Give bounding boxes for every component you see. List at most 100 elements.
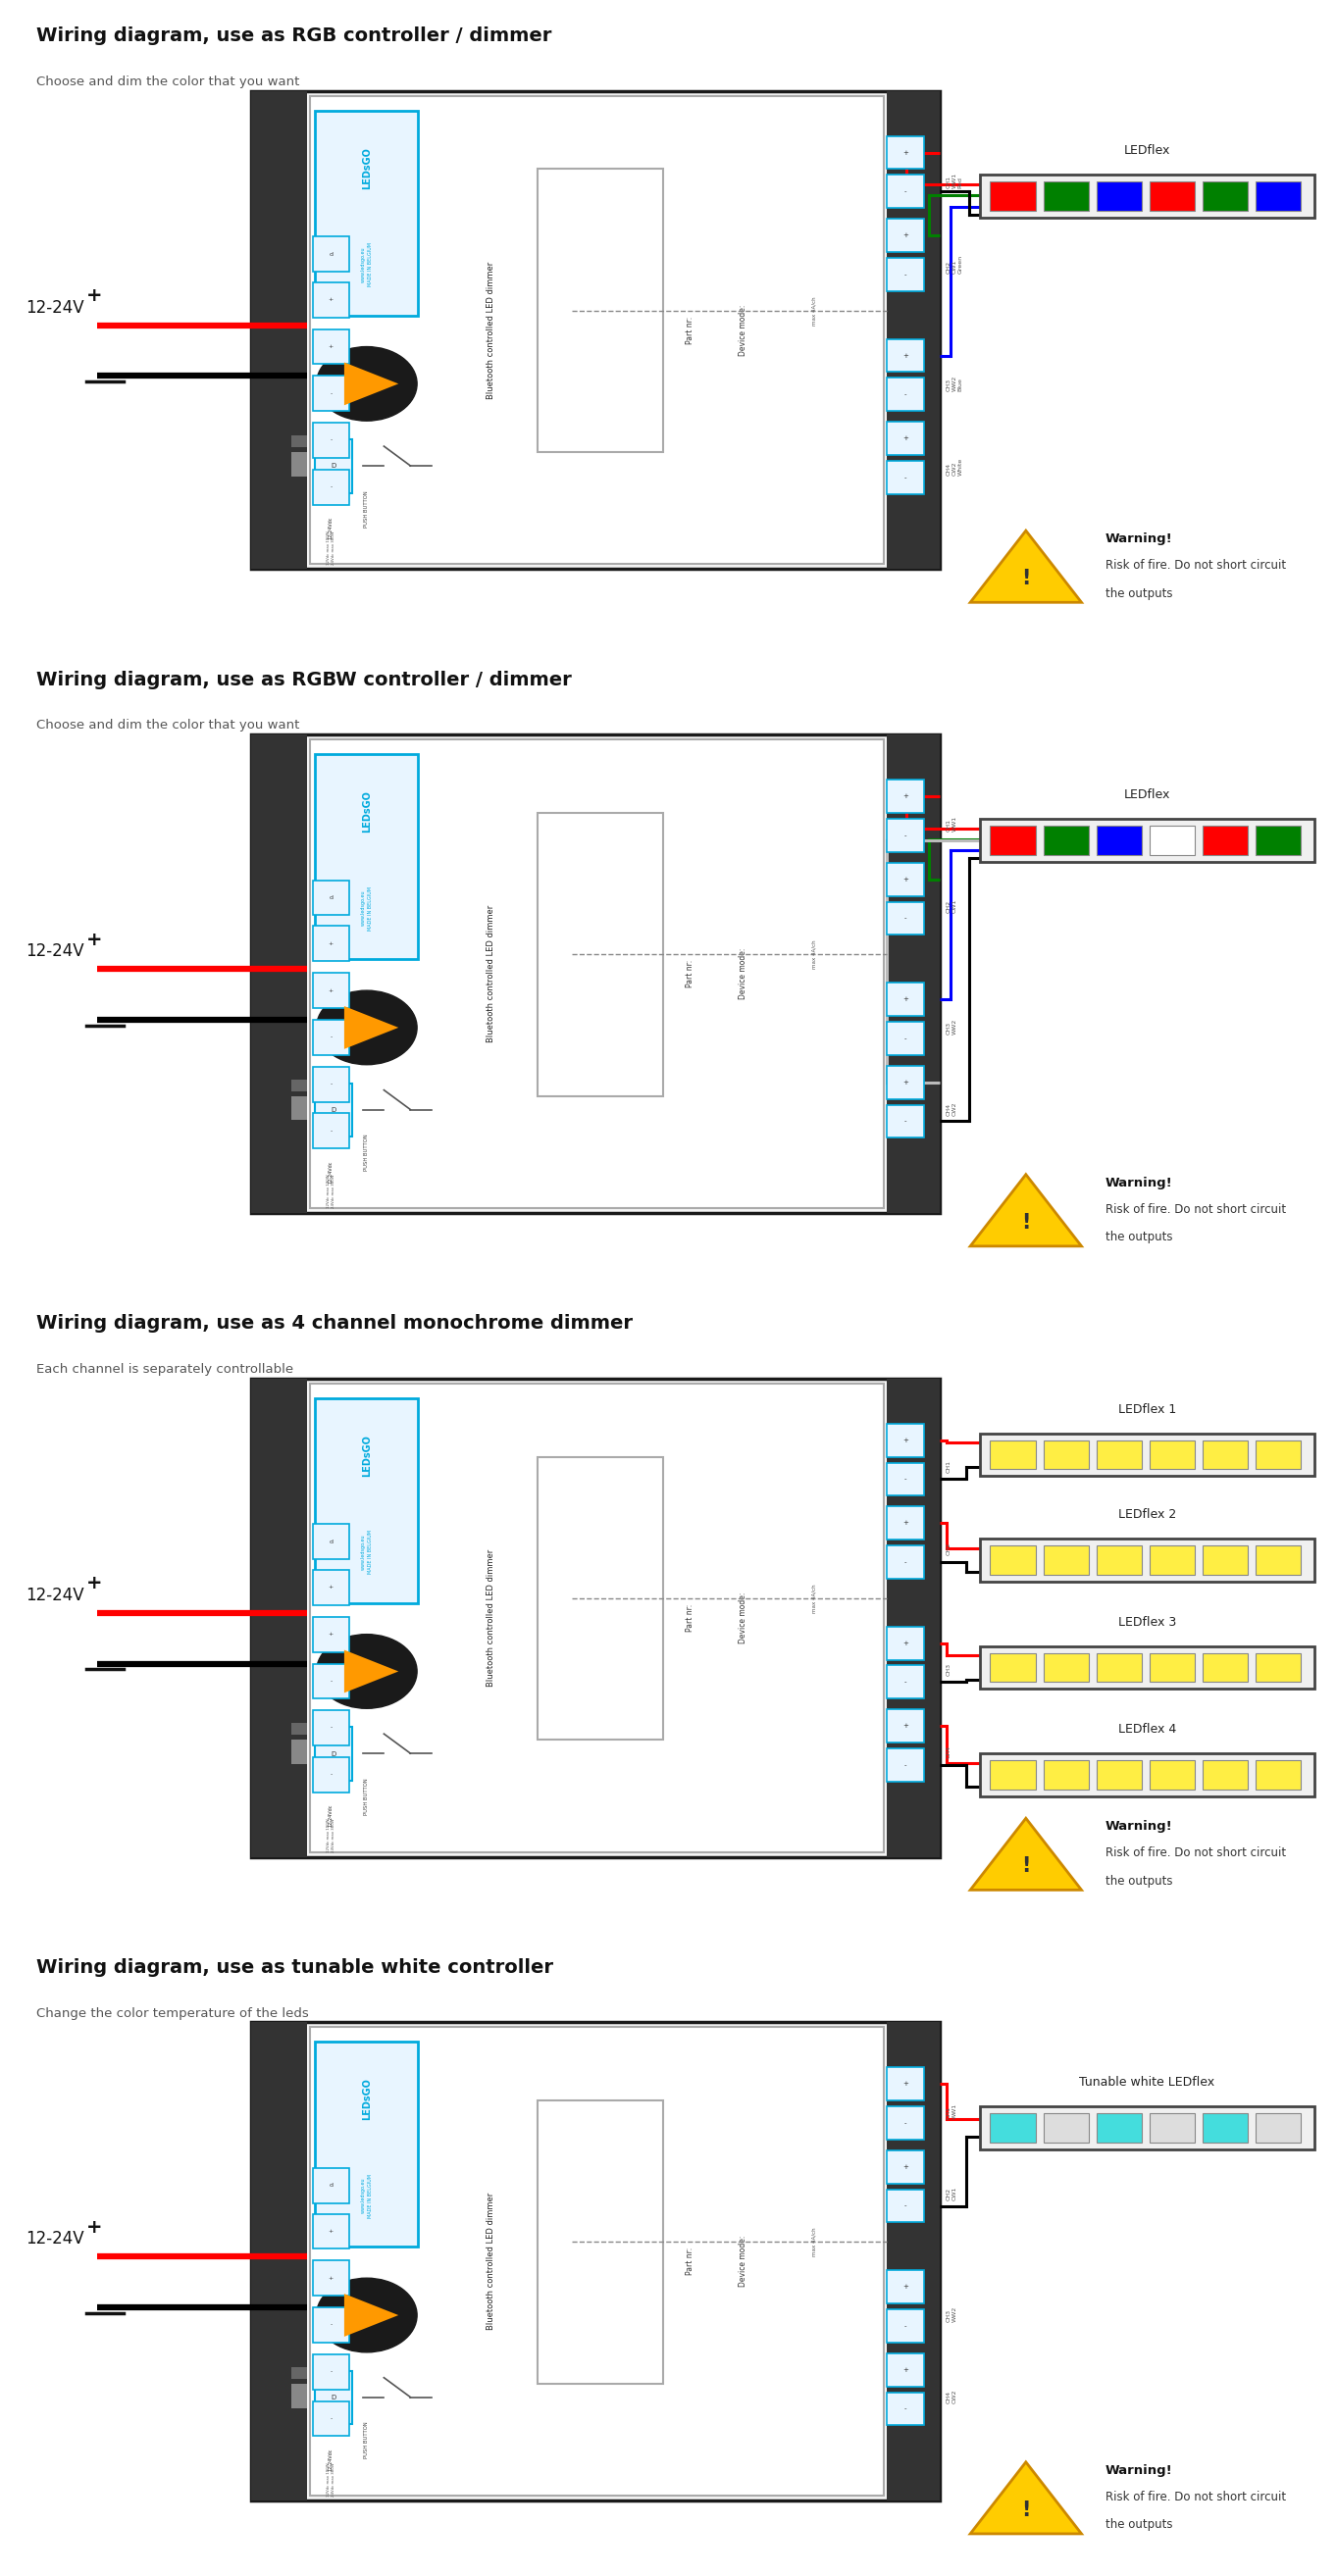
Text: !: ! bbox=[1021, 2501, 1031, 2519]
Text: Choose and dim the color that you want: Choose and dim the color that you want bbox=[36, 719, 299, 732]
Bar bbox=[991, 183, 1035, 211]
Bar bbox=[316, 1399, 418, 1602]
Text: -: - bbox=[904, 1476, 906, 1481]
Bar bbox=[886, 781, 924, 814]
Text: -: - bbox=[330, 1036, 332, 1041]
Text: d: d bbox=[329, 1538, 333, 1543]
Bar bbox=[886, 90, 940, 569]
Bar bbox=[313, 422, 349, 459]
Bar bbox=[313, 1113, 349, 1149]
Bar bbox=[1150, 1654, 1195, 1682]
Bar bbox=[537, 170, 663, 451]
Text: CH1
WW1: CH1 WW1 bbox=[947, 817, 957, 832]
Polygon shape bbox=[344, 363, 398, 404]
Bar bbox=[313, 2262, 349, 2295]
Bar bbox=[980, 1538, 1314, 1582]
Text: 12-24V: 12-24V bbox=[25, 299, 84, 317]
Bar bbox=[313, 1757, 349, 1793]
Bar bbox=[1096, 1654, 1142, 1682]
Text: the outputs: the outputs bbox=[1106, 1231, 1173, 1244]
Text: Wiring diagram, use as tunable white controller: Wiring diagram, use as tunable white con… bbox=[36, 1958, 552, 1976]
Text: +: + bbox=[902, 435, 908, 440]
Text: -: - bbox=[904, 1118, 906, 1123]
Bar bbox=[1150, 183, 1195, 211]
Text: !: ! bbox=[1021, 1213, 1031, 1231]
Text: 12-24V: 12-24V bbox=[25, 1587, 84, 1605]
Text: +: + bbox=[329, 2275, 333, 2280]
Text: Warning!: Warning! bbox=[1106, 533, 1173, 546]
Bar bbox=[1096, 1546, 1142, 1574]
Bar bbox=[291, 1095, 308, 1121]
Bar bbox=[1096, 824, 1142, 855]
Text: Bluetooth controlled LED dimmer: Bluetooth controlled LED dimmer bbox=[487, 2192, 496, 2331]
Bar bbox=[251, 734, 308, 1213]
Bar bbox=[313, 1020, 349, 1056]
Bar bbox=[316, 111, 418, 314]
Text: -: - bbox=[330, 1772, 332, 1777]
Bar bbox=[291, 1079, 308, 1092]
Bar bbox=[1255, 1546, 1301, 1574]
Bar bbox=[886, 902, 924, 935]
Text: +: + bbox=[902, 1723, 908, 1728]
Text: +: + bbox=[329, 2228, 333, 2233]
Text: +: + bbox=[902, 997, 908, 1002]
Bar bbox=[886, 2308, 924, 2342]
Text: -: - bbox=[330, 1726, 332, 1731]
Text: CH4
CW2: CH4 CW2 bbox=[947, 2391, 957, 2403]
Text: LEDsGO: LEDsGO bbox=[362, 1435, 372, 1476]
Bar bbox=[1096, 2112, 1142, 2143]
Text: D: D bbox=[332, 1752, 336, 1757]
Text: Change the color temperature of the leds: Change the color temperature of the leds bbox=[36, 2007, 309, 2020]
Bar bbox=[291, 2383, 308, 2409]
Bar bbox=[1043, 183, 1088, 211]
Bar bbox=[313, 2169, 349, 2202]
Bar bbox=[991, 1654, 1035, 1682]
Bar bbox=[251, 2022, 940, 2501]
Bar bbox=[886, 137, 924, 170]
Bar bbox=[1043, 1546, 1088, 1574]
Text: the outputs: the outputs bbox=[1106, 1875, 1173, 1888]
Text: LEDflex 2: LEDflex 2 bbox=[1118, 1510, 1177, 1520]
Bar bbox=[313, 237, 349, 270]
Bar bbox=[886, 1507, 924, 1540]
Bar bbox=[1203, 824, 1247, 855]
Bar bbox=[313, 2401, 349, 2437]
Bar bbox=[251, 90, 940, 569]
Text: +: + bbox=[329, 989, 333, 992]
Bar bbox=[1203, 1546, 1247, 1574]
Bar bbox=[310, 739, 884, 1208]
Text: the outputs: the outputs bbox=[1106, 2519, 1173, 2532]
Bar bbox=[1096, 1440, 1142, 1468]
Polygon shape bbox=[344, 1649, 398, 1692]
Bar bbox=[251, 2022, 308, 2501]
Text: +: + bbox=[902, 793, 908, 799]
Bar bbox=[886, 1066, 924, 1100]
Bar bbox=[313, 1569, 349, 1605]
Text: D: D bbox=[332, 1108, 336, 1113]
Bar bbox=[313, 283, 349, 317]
Text: +: + bbox=[902, 876, 908, 881]
Text: -: - bbox=[904, 832, 906, 837]
Bar bbox=[316, 440, 352, 492]
Bar bbox=[886, 2190, 924, 2223]
Bar bbox=[313, 1525, 349, 1558]
Text: max 4A/ch: max 4A/ch bbox=[812, 1584, 817, 1613]
Text: LEDflex 1: LEDflex 1 bbox=[1118, 1404, 1177, 1417]
Text: D: D bbox=[332, 2396, 336, 2401]
Polygon shape bbox=[971, 1175, 1082, 1247]
Text: Warning!: Warning! bbox=[1106, 1177, 1173, 1190]
FancyBboxPatch shape bbox=[0, 1285, 1337, 1935]
Bar bbox=[251, 1378, 308, 1857]
Circle shape bbox=[317, 2277, 417, 2352]
Bar bbox=[313, 2213, 349, 2249]
Text: CH1
WW1
Red: CH1 WW1 Red bbox=[947, 173, 963, 188]
Bar bbox=[1203, 183, 1247, 211]
Bar bbox=[1255, 824, 1301, 855]
Text: -: - bbox=[330, 2324, 332, 2326]
Bar bbox=[310, 2027, 884, 2496]
Bar bbox=[886, 863, 924, 896]
Text: -: - bbox=[904, 1680, 906, 1685]
Bar bbox=[886, 1625, 924, 1659]
Text: -: - bbox=[330, 438, 332, 443]
Bar bbox=[980, 1754, 1314, 1795]
